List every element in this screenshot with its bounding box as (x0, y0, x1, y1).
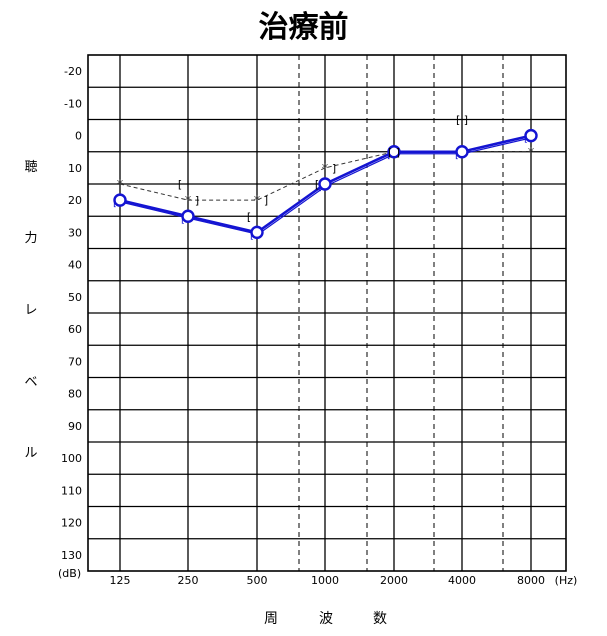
y-tick-label: 70 (68, 355, 82, 368)
y-tick-label: 0 (75, 130, 82, 143)
y-axis-label-char: レ (24, 303, 37, 318)
x-tick-label: 8000 (517, 574, 545, 587)
y-tick-label: 50 (68, 291, 82, 304)
data-point: * (117, 178, 124, 193)
y-tick-label: 60 (68, 323, 82, 336)
data-point (387, 145, 401, 159)
x-unit-label: (Hz) (555, 574, 578, 587)
y-unit-label: (dB) (58, 567, 81, 580)
y-tick-label: -20 (64, 65, 82, 78)
x-axis-label-char: 波 (319, 611, 333, 627)
data-point: * (322, 162, 329, 177)
data-point (318, 177, 332, 191)
y-tick-label: 10 (68, 162, 82, 175)
x-tick-label: 125 (110, 574, 131, 587)
y-axis-label-char: ル (24, 446, 37, 461)
chart-title: 治療前 (258, 10, 349, 45)
x-axis-label-char: 周 (264, 611, 278, 627)
x-tick-label: 500 (247, 574, 268, 587)
data-point (524, 128, 538, 143)
y-tick-label: 20 (68, 194, 82, 207)
bracket-annotation: [ (178, 178, 182, 191)
y-tick-label: 130 (61, 549, 82, 562)
y-tick-label: 40 (68, 259, 82, 272)
data-point: * (254, 194, 261, 209)
bracket-annotation: ] (195, 194, 199, 207)
y-tick-label: 30 (68, 226, 82, 239)
x-axis-label-char: 数 (373, 611, 387, 627)
data-point: * (528, 146, 535, 161)
bracket-annotation: ] (332, 162, 336, 175)
y-axis-label-char: ベ (24, 375, 37, 390)
y-tick-label: -10 (64, 97, 82, 110)
y-tick-label: 90 (68, 420, 82, 433)
bracket-annotation: ] (264, 194, 268, 207)
y-tick-label: 110 (61, 484, 82, 497)
x-tick-label: 250 (178, 574, 199, 587)
y-axis-label-char: 力 (24, 231, 37, 246)
y-axis-label-char: 聴 (24, 160, 37, 175)
data-point (181, 209, 195, 223)
x-tick-labels: 125 250 500 1000 2000 4000 8000 (Hz) (110, 574, 578, 587)
data-point: * (185, 194, 192, 209)
bracket-annotation: [ ] (388, 146, 400, 159)
bracket-annotation: [ (315, 178, 319, 191)
x-tick-label: 1000 (311, 574, 339, 587)
bracket-annotation: [ (247, 210, 251, 223)
data-point (113, 193, 127, 207)
grid (87, 54, 567, 572)
series-layer: *******[[[[[[[ (113, 128, 538, 241)
bracket-annotation: [ ] (456, 114, 468, 127)
x-tick-label: 2000 (380, 574, 408, 587)
x-tick-label: 4000 (448, 574, 476, 587)
y-tick-label: 80 (68, 388, 82, 401)
y-tick-label: 100 (61, 452, 82, 465)
y-tick-label: 120 (61, 517, 82, 530)
data-point (455, 145, 469, 159)
data-point (250, 225, 264, 240)
annotation-layer: []] [] [ [ ] [ ] (178, 114, 468, 224)
y-tick-labels: -20 -10 0 10 20 30 40 50 60 70 80 90 100 110 120 130 (dB… (58, 65, 82, 580)
